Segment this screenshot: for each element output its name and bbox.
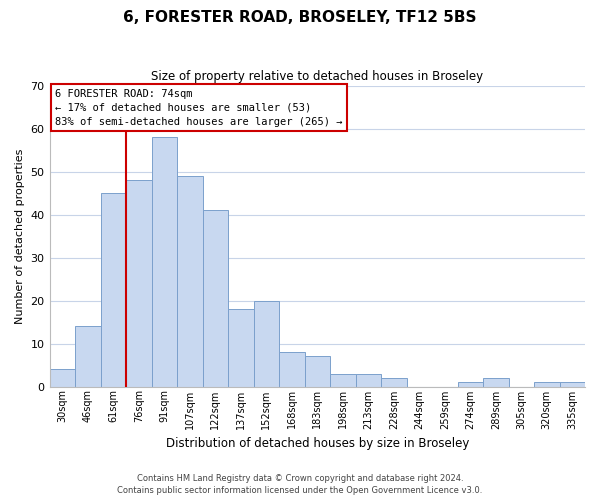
- Bar: [177, 176, 203, 386]
- Text: Contains HM Land Registry data © Crown copyright and database right 2024.
Contai: Contains HM Land Registry data © Crown c…: [118, 474, 482, 495]
- Title: Size of property relative to detached houses in Broseley: Size of property relative to detached ho…: [151, 70, 484, 83]
- Bar: [228, 309, 254, 386]
- Bar: [75, 326, 101, 386]
- Bar: [381, 378, 407, 386]
- Bar: [101, 193, 126, 386]
- X-axis label: Distribution of detached houses by size in Broseley: Distribution of detached houses by size …: [166, 437, 469, 450]
- Bar: [50, 370, 75, 386]
- Bar: [279, 352, 305, 386]
- Bar: [305, 356, 330, 386]
- Text: 6 FORESTER ROAD: 74sqm
← 17% of detached houses are smaller (53)
83% of semi-det: 6 FORESTER ROAD: 74sqm ← 17% of detached…: [55, 88, 343, 126]
- Bar: [254, 300, 279, 386]
- Bar: [356, 374, 381, 386]
- Y-axis label: Number of detached properties: Number of detached properties: [15, 148, 25, 324]
- Bar: [330, 374, 356, 386]
- Text: 6, FORESTER ROAD, BROSELEY, TF12 5BS: 6, FORESTER ROAD, BROSELEY, TF12 5BS: [123, 10, 477, 25]
- Bar: [483, 378, 509, 386]
- Bar: [560, 382, 585, 386]
- Bar: [458, 382, 483, 386]
- Bar: [152, 137, 177, 386]
- Bar: [203, 210, 228, 386]
- Bar: [534, 382, 560, 386]
- Bar: [126, 180, 152, 386]
